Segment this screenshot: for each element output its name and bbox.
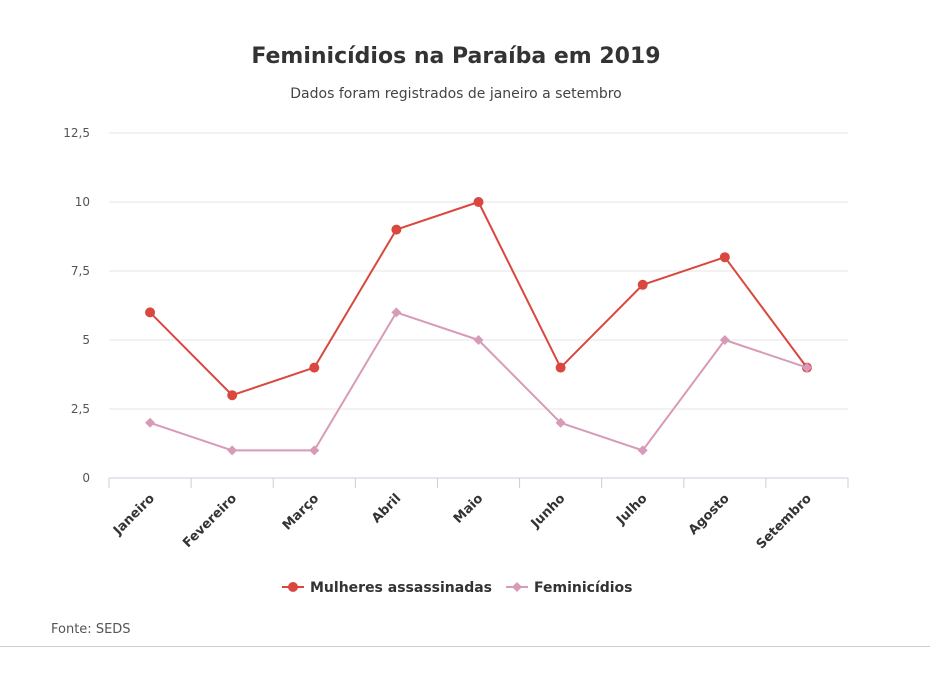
bottom-divider [0, 646, 930, 647]
data-point[interactable] [145, 307, 156, 318]
chart-title: Feminicídios na Paraíba em 2019 [251, 44, 660, 69]
data-point[interactable] [473, 335, 484, 345]
x-tick-label: Março [280, 491, 322, 533]
data-point[interactable] [719, 252, 730, 263]
y-tick-label: 2,5 [71, 402, 90, 416]
y-tick-label: 7,5 [71, 264, 90, 278]
x-tick-label: Abril [369, 491, 404, 526]
x-tick-label: Setembro [754, 491, 815, 552]
data-point[interactable] [227, 445, 238, 456]
x-tick-label: Maio [451, 491, 486, 526]
data-point[interactable] [309, 445, 320, 456]
legend: Mulheres assassinadas Feminicídios [282, 580, 633, 596]
series-mulheres-assassinadas [145, 197, 812, 401]
data-point[interactable] [555, 417, 566, 428]
data-point[interactable] [145, 417, 156, 428]
data-point[interactable] [309, 362, 320, 373]
y-axis: 0 2,5 5 7,5 10 12,5 [63, 126, 90, 485]
legend-item[interactable]: Mulheres assassinadas [282, 580, 492, 596]
data-point[interactable] [555, 362, 566, 373]
legend-item[interactable]: Feminicídios [506, 580, 633, 596]
legend-marker [512, 582, 522, 592]
x-tick-label: Agosto [686, 491, 733, 538]
legend-marker [288, 582, 298, 592]
series-feminicidios [145, 307, 812, 456]
y-tick-label: 10 [75, 195, 90, 209]
x-tick-label: Fevereiro [180, 491, 240, 551]
data-point[interactable] [391, 224, 402, 235]
gridlines [109, 132, 848, 410]
data-point[interactable] [719, 335, 730, 345]
source-note: Fonte: SEDS [51, 622, 131, 637]
data-point[interactable] [637, 445, 648, 456]
x-tick-label: Janeiro [110, 491, 158, 539]
data-point[interactable] [227, 390, 238, 401]
data-point[interactable] [473, 197, 484, 207]
series-group [145, 197, 812, 456]
y-tick-label: 5 [82, 333, 90, 347]
legend-label: Mulheres assassinadas [310, 580, 492, 596]
data-point[interactable] [801, 362, 812, 373]
x-axis: Janeiro Fevereiro Março Abril Maio Junho Julho… [108, 477, 849, 552]
series-line [149, 311, 808, 452]
y-tick-label: 0 [82, 471, 90, 485]
legend-label: Feminicídios [534, 580, 633, 596]
y-tick-label: 12,5 [63, 126, 90, 140]
data-point[interactable] [391, 307, 402, 318]
data-point[interactable] [637, 279, 648, 290]
series-line [149, 201, 808, 397]
x-tick-label: Junho [528, 491, 569, 532]
x-tick-label: Julho [613, 491, 650, 528]
chart-subtitle: Dados foram registrados de janeiro a set… [290, 86, 621, 102]
